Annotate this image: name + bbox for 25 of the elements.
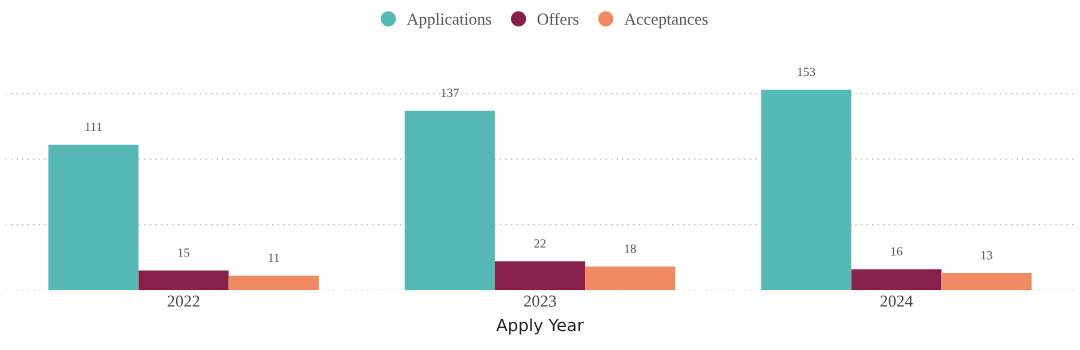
data-label: 153 (797, 67, 816, 77)
bar (228, 275, 319, 291)
bar (851, 269, 942, 291)
data-label: 137 (441, 88, 459, 98)
bar (404, 110, 495, 291)
data-label: 11 (268, 253, 280, 262)
x-axis-title: Apply Year (496, 318, 584, 335)
bar (585, 266, 676, 291)
bar (494, 261, 586, 291)
data-label: 15 (178, 248, 190, 257)
bar (941, 273, 1032, 291)
data-label: 16 (891, 247, 903, 256)
legend-label: Offers (537, 12, 579, 25)
bar (48, 144, 139, 291)
data-label: 111 (85, 122, 102, 131)
legend-label: Acceptances (624, 13, 708, 29)
x-tick-label: 2024 (880, 295, 913, 307)
data-label: 18 (625, 244, 636, 253)
x-tick-label: 2022 (167, 295, 200, 307)
data-label: 22 (534, 239, 546, 248)
x-tick-label: 2023 (524, 295, 557, 307)
bar (138, 270, 229, 291)
data-label: 13 (981, 251, 993, 260)
legend-label: Applications (406, 13, 492, 29)
bar (761, 89, 852, 291)
